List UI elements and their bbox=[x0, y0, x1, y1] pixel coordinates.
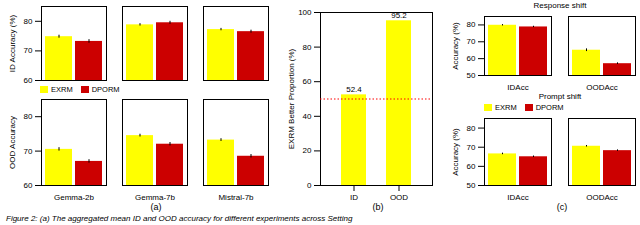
svg-text:70: 70 bbox=[467, 37, 476, 46]
svg-text:IDAcc: IDAcc bbox=[507, 193, 528, 201]
svg-text:Mistral-7b: Mistral-7b bbox=[218, 193, 254, 201]
svg-text:95.2: 95.2 bbox=[391, 11, 407, 20]
html-text:DPORM: DPORM bbox=[535, 103, 564, 112]
svg-text:OOD Accuracy: OOD Accuracy bbox=[8, 116, 17, 169]
svg-text:60: 60 bbox=[24, 181, 33, 190]
svg-text:0: 0 bbox=[307, 181, 312, 190]
svg-text:20: 20 bbox=[303, 146, 312, 155]
svg-text:70: 70 bbox=[24, 147, 33, 156]
svg-text:OODAcc: OODAcc bbox=[586, 193, 618, 201]
svg-text:80: 80 bbox=[467, 20, 476, 29]
svg-text:60: 60 bbox=[303, 77, 312, 86]
html-text:EXRM: EXRM bbox=[495, 103, 517, 112]
html-text:(a): (a) bbox=[150, 202, 162, 212]
html-text:Response shift: Response shift bbox=[533, 1, 587, 10]
svg-text:50: 50 bbox=[467, 71, 476, 80]
html-text:EXRM: EXRM bbox=[51, 85, 73, 94]
svg-text:40: 40 bbox=[303, 112, 312, 121]
svg-text:60: 60 bbox=[24, 76, 33, 84]
svg-text:IDAcc: IDAcc bbox=[507, 83, 528, 91]
svg-text:80: 80 bbox=[467, 124, 476, 133]
svg-text:Accuracy (%): Accuracy (%) bbox=[451, 128, 460, 176]
svg-text:OODAcc: OODAcc bbox=[586, 83, 618, 91]
html-text:Figure 2: (a) The aggregated m: Figure 2: (a) The aggregated mean ID and… bbox=[6, 214, 353, 223]
svg-text:60: 60 bbox=[467, 54, 476, 63]
svg-text:70: 70 bbox=[24, 46, 33, 55]
svg-text:80: 80 bbox=[303, 43, 312, 52]
svg-text:50: 50 bbox=[467, 181, 476, 190]
svg-text:ID: ID bbox=[350, 193, 358, 201]
svg-text:Gemma-2b: Gemma-2b bbox=[54, 193, 95, 201]
svg-text:60: 60 bbox=[467, 162, 476, 171]
svg-text:Gemma-7b: Gemma-7b bbox=[135, 193, 176, 201]
html-text:(c): (c) bbox=[556, 202, 568, 212]
svg-text:52.4: 52.4 bbox=[346, 85, 362, 94]
svg-text:EXRM Better Proportion (%): EXRM Better Proportion (%) bbox=[287, 48, 296, 149]
svg-text:80: 80 bbox=[24, 17, 33, 26]
svg-text:70: 70 bbox=[467, 143, 476, 152]
svg-text:OOD: OOD bbox=[390, 193, 408, 201]
svg-text:80: 80 bbox=[24, 112, 33, 121]
html-text:Prompt shift: Prompt shift bbox=[538, 92, 582, 101]
html-text:(b): (b) bbox=[372, 202, 384, 212]
svg-text:Accuracy (%): Accuracy (%) bbox=[451, 22, 460, 70]
html-text:DPORM: DPORM bbox=[91, 85, 120, 94]
svg-text:ID Accuracy (%): ID Accuracy (%) bbox=[8, 14, 17, 72]
svg-text:100: 100 bbox=[298, 8, 312, 17]
